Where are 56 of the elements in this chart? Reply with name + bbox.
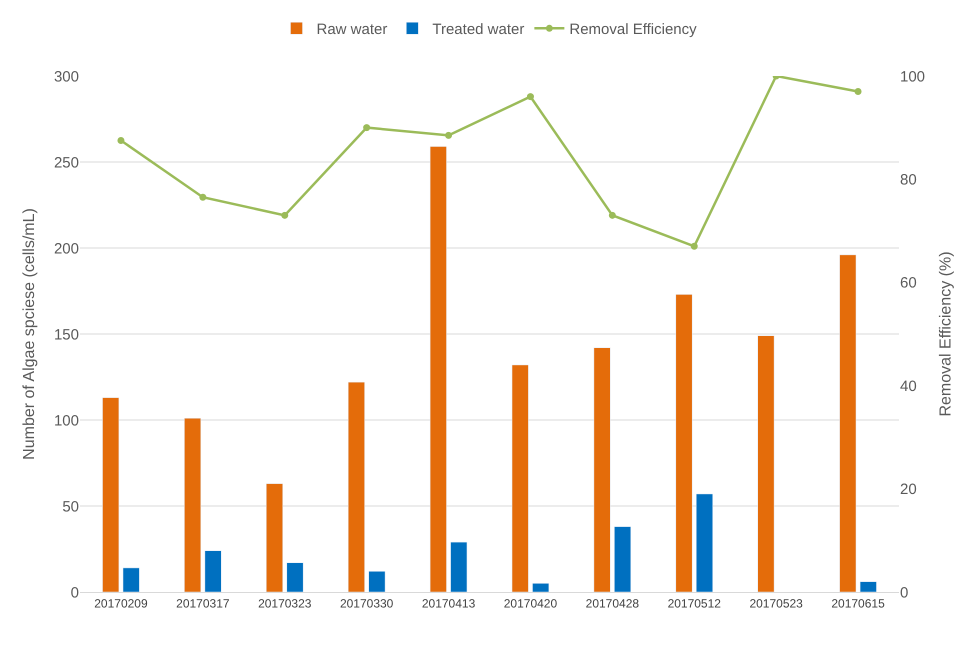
point: [608, 212, 616, 219]
y-tick-label: 100: [54, 412, 79, 430]
x-tick-label: 20170428: [586, 596, 640, 610]
x-tick-label: 20170209: [94, 596, 148, 610]
y-tick-label: 0: [70, 584, 79, 602]
y-axis-title: Number of Algae spciese (cells/mL): [20, 208, 38, 460]
y-tick-label: 50: [62, 498, 79, 516]
y2-tick-label: 0: [900, 584, 908, 602]
y2-tick-label: 80: [900, 171, 917, 188]
x-tick-label: 20170512: [668, 596, 722, 610]
point: [199, 194, 206, 201]
x-tick-label: 20170413: [422, 596, 476, 610]
y-tick-label: 200: [54, 240, 79, 258]
point: [526, 93, 534, 100]
bar: [122, 568, 140, 592]
legend-label: Raw water: [316, 21, 388, 38]
bar: [614, 526, 632, 592]
y2-axis-title: Removal Efficiency (%): [938, 251, 955, 417]
point: [281, 212, 288, 219]
x-tick-label: 20170615: [831, 596, 886, 610]
y2-tick-label: 100: [900, 68, 926, 86]
x-tick-label: 20170317: [176, 596, 230, 610]
y2-tick-label: 20: [900, 481, 917, 498]
bar: [266, 483, 283, 592]
y-tick-label: 250: [54, 154, 79, 172]
x-tick-label: 20170323: [258, 596, 312, 610]
legend-label: Removal Efficiency: [569, 21, 698, 38]
y2-tick-label: 60: [900, 274, 917, 292]
x-tick-label: 20170420: [504, 596, 558, 610]
bar: [430, 146, 447, 592]
point: [854, 88, 862, 95]
bar: [102, 397, 120, 592]
x-tick-label: 20170330: [340, 596, 394, 610]
y-tick-label: 150: [54, 326, 79, 344]
y-tick-label: 300: [54, 68, 79, 86]
bar: [348, 382, 365, 592]
bar: [184, 418, 202, 592]
bar: [757, 335, 774, 592]
bar: [676, 294, 692, 592]
bar: [512, 364, 529, 592]
x-tick-label: 20170523: [749, 596, 804, 610]
bar: [696, 494, 713, 592]
point: [117, 137, 124, 144]
point: [363, 124, 370, 132]
point: [690, 242, 698, 250]
bar: [368, 571, 386, 592]
bar: [860, 581, 877, 592]
bar: [204, 550, 222, 592]
bar: [532, 583, 550, 592]
y2-tick-label: 40: [900, 378, 917, 395]
bar: [450, 542, 468, 592]
bar: [594, 348, 611, 592]
legend-label: Treated water: [432, 21, 524, 38]
bar: [839, 254, 856, 592]
point: [445, 132, 452, 139]
bar: [286, 562, 304, 592]
